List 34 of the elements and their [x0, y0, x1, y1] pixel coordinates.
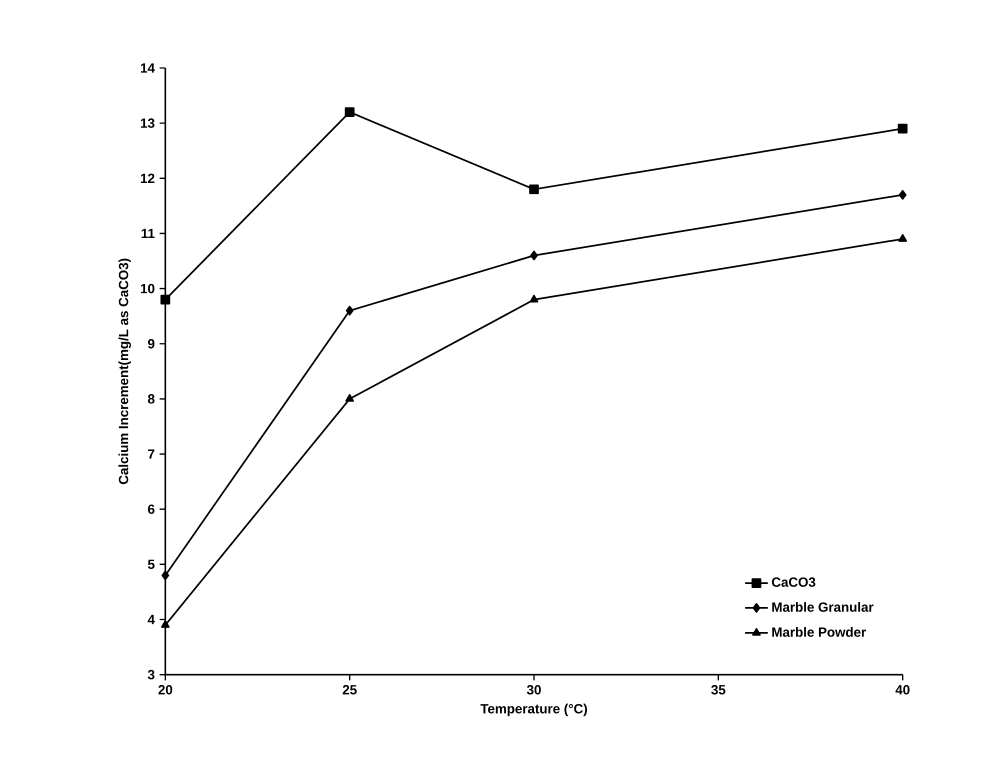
point: [898, 190, 907, 200]
y-axis-title: Calcium Increment(mg/L as CaCO3): [118, 258, 131, 484]
y-tick-label: 7: [148, 450, 154, 459]
y-tick-label: 14: [140, 64, 155, 73]
x-tick-label: 35: [711, 685, 726, 695]
point: [530, 294, 538, 303]
x-tick-label: 30: [526, 685, 541, 695]
x-tick-label: 20: [158, 685, 172, 695]
legend-label: CaCO3: [772, 578, 816, 588]
legend-label: Marble Powder: [772, 627, 866, 638]
point: [344, 107, 355, 118]
y-tick-label: 6: [148, 504, 154, 514]
y-tick-label: 3: [148, 670, 154, 680]
x-tick-label: 40: [895, 685, 910, 695]
y-tick-label: 9: [148, 339, 154, 349]
x-tick-label: 25: [342, 685, 357, 695]
point: [530, 250, 538, 261]
y-tick-label: 5: [148, 560, 155, 570]
point: [161, 620, 170, 628]
point: [898, 124, 908, 134]
point: [161, 570, 170, 580]
point: [346, 306, 354, 316]
y-tick-label: 12: [140, 174, 154, 184]
y-tick-label: 4: [148, 615, 155, 624]
point: [160, 294, 170, 305]
x-axis-title: Temperature (°C): [480, 704, 587, 716]
y-tick-label: 8: [148, 394, 155, 404]
y-tick-label: 13: [140, 118, 154, 128]
y-tick-label: 11: [142, 229, 155, 238]
point: [898, 234, 908, 242]
point: [345, 394, 354, 402]
y-tick-label: 10: [140, 284, 154, 294]
point: [529, 184, 539, 194]
legend-label: Marble Granular: [772, 602, 874, 612]
